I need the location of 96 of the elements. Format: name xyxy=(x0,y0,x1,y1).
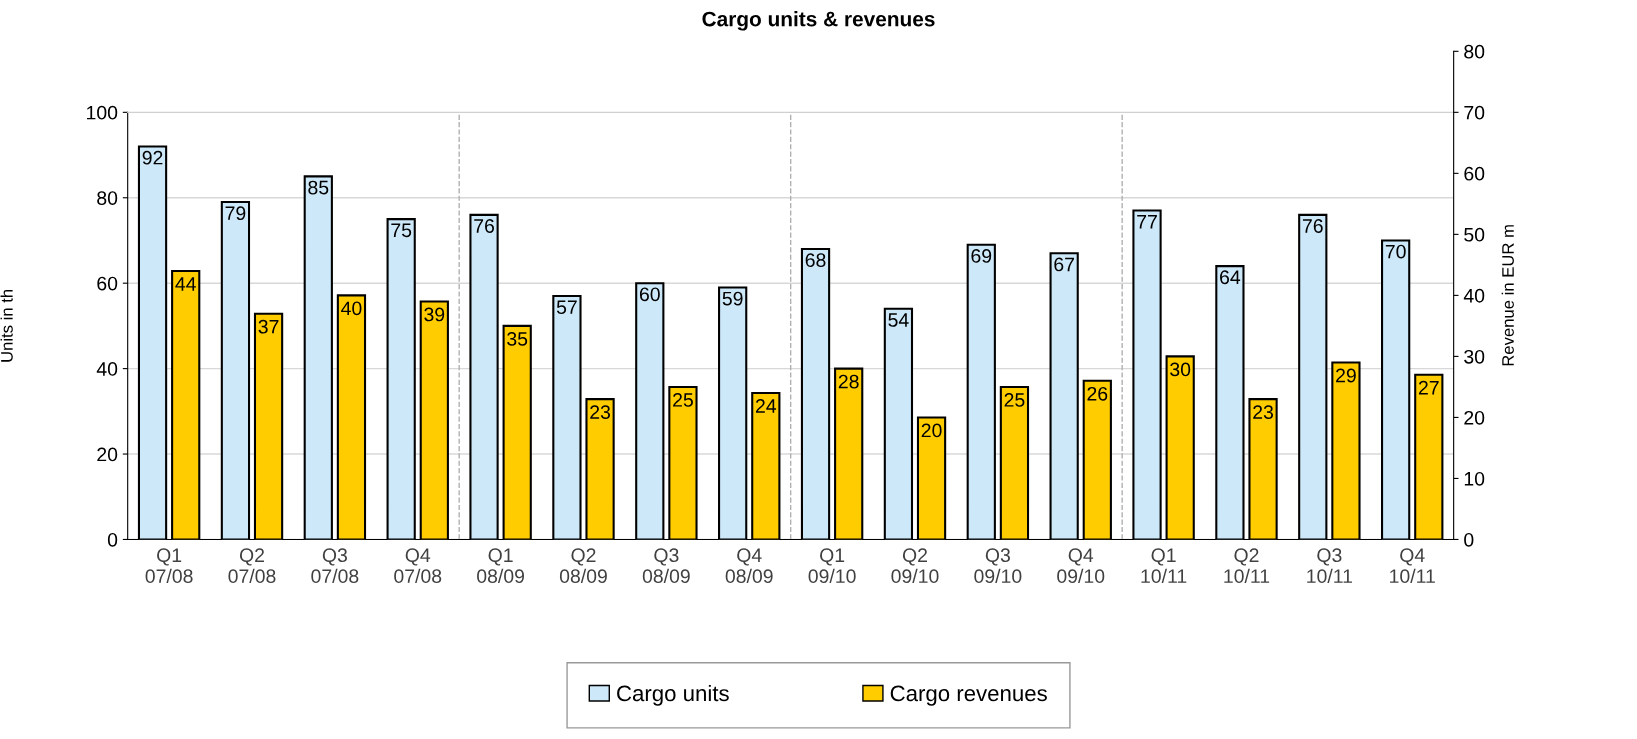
data-label: 28 xyxy=(838,374,859,389)
bar xyxy=(668,385,698,540)
y-tick-label: 0 xyxy=(107,532,118,547)
bar xyxy=(1331,361,1361,540)
data-label: 67 xyxy=(1054,257,1074,272)
data-label: 76 xyxy=(474,219,494,233)
x-tick-label: Q3 09/10 xyxy=(974,548,1022,584)
y-tick-label: 100 xyxy=(87,105,118,120)
x-tick-label: Q2 10/11 xyxy=(1224,548,1270,584)
data-label: 69 xyxy=(971,249,992,263)
data-label: 54 xyxy=(888,313,909,327)
data-label: 26 xyxy=(1087,386,1108,401)
data-label: 77 xyxy=(1137,215,1157,229)
data-label: 92 xyxy=(142,150,163,165)
x-tick-label: Q4 08/09 xyxy=(725,548,773,584)
y2-tick-label: 60 xyxy=(1464,166,1485,181)
data-label: 23 xyxy=(1253,405,1274,419)
data-label: 68 xyxy=(805,253,826,268)
legend-label: Cargo revenues xyxy=(890,685,1047,706)
x-tick-label: Q4 09/10 xyxy=(1057,548,1105,584)
bar xyxy=(469,213,499,540)
data-label: 60 xyxy=(639,287,660,302)
data-label: 76 xyxy=(1302,219,1323,233)
bar xyxy=(999,385,1030,540)
y-tick-label: 80 xyxy=(97,191,118,205)
y-axis-title: Units in th xyxy=(0,289,13,362)
x-tick-label: Q2 09/10 xyxy=(891,548,939,584)
data-label: 40 xyxy=(341,301,362,316)
bar xyxy=(303,175,333,540)
data-label: 25 xyxy=(1004,393,1025,407)
x-tick-label: Q4 10/11 xyxy=(1390,548,1435,584)
data-label: 75 xyxy=(391,223,412,238)
bar xyxy=(1248,398,1278,540)
y-tick-label: 20 xyxy=(97,447,118,462)
data-label: 24 xyxy=(755,399,777,413)
x-tick-label: Q1 10/11 xyxy=(1141,548,1187,584)
x-tick-label: Q3 10/11 xyxy=(1307,548,1353,584)
data-label: 70 xyxy=(1385,244,1406,259)
data-label: 59 xyxy=(722,291,743,306)
data-label: 35 xyxy=(507,331,528,346)
data-label: 57 xyxy=(556,300,577,315)
bar xyxy=(751,391,781,540)
data-label: 85 xyxy=(308,180,329,195)
bar xyxy=(966,243,996,540)
data-label: 79 xyxy=(225,206,246,221)
data-label: 64 xyxy=(1220,270,1241,285)
data-label: 25 xyxy=(673,393,693,407)
bar xyxy=(635,282,665,540)
x-tick-label: Q1 09/10 xyxy=(808,548,856,584)
data-label: 30 xyxy=(1170,362,1191,377)
bar xyxy=(585,398,615,540)
x-tick-label: Q3 07/08 xyxy=(311,548,359,584)
bar xyxy=(336,294,367,540)
bar xyxy=(834,367,864,540)
bar xyxy=(718,286,748,540)
y2-tick-label: 20 xyxy=(1464,410,1485,425)
data-label: 27 xyxy=(1418,380,1439,395)
bar xyxy=(1414,373,1444,540)
data-label: 39 xyxy=(424,307,445,322)
bar xyxy=(419,300,449,540)
y2-tick-label: 30 xyxy=(1464,349,1485,364)
bar xyxy=(1381,239,1411,540)
bar xyxy=(1132,209,1162,540)
bar xyxy=(800,247,831,540)
y-tick-label: 40 xyxy=(96,362,118,376)
data-label: 23 xyxy=(590,405,611,419)
bar xyxy=(1165,355,1195,540)
y2-tick-label: 0 xyxy=(1464,532,1474,547)
x-tick-label: Q4 07/08 xyxy=(394,548,442,584)
y2-tick-label: 70 xyxy=(1464,105,1485,120)
chart-title: Cargo units & revenues xyxy=(702,11,935,31)
bar xyxy=(1049,252,1079,540)
x-tick-label: Q1 07/08 xyxy=(145,548,193,584)
bar xyxy=(1298,213,1328,540)
bar xyxy=(552,294,582,540)
data-label: 44 xyxy=(175,277,196,291)
y2-tick-label: 10 xyxy=(1464,471,1485,486)
data-label: 20 xyxy=(921,423,942,438)
x-tick-label: Q1 08/09 xyxy=(477,548,525,584)
bar xyxy=(137,145,168,540)
y2-axis-title: Revenue in EUR m xyxy=(1501,225,1514,366)
legend-label: Cargo units xyxy=(617,684,729,706)
y2-tick-label: 50 xyxy=(1464,227,1485,242)
data-label: 29 xyxy=(1336,368,1356,383)
bar xyxy=(171,269,201,540)
x-tick-label: Q2 07/08 xyxy=(228,548,276,584)
y2-tick-label: 40 xyxy=(1463,288,1485,303)
bar xyxy=(1082,379,1112,540)
y-tick-label: 60 xyxy=(97,276,118,291)
bar xyxy=(1215,265,1245,540)
x-tick-label: Q2 08/09 xyxy=(559,548,607,584)
x-tick-label: Q3 08/09 xyxy=(642,548,690,584)
data-label: 37 xyxy=(258,319,279,334)
y2-tick-label: 80 xyxy=(1464,44,1485,59)
bar xyxy=(502,324,532,540)
bar xyxy=(386,218,416,540)
